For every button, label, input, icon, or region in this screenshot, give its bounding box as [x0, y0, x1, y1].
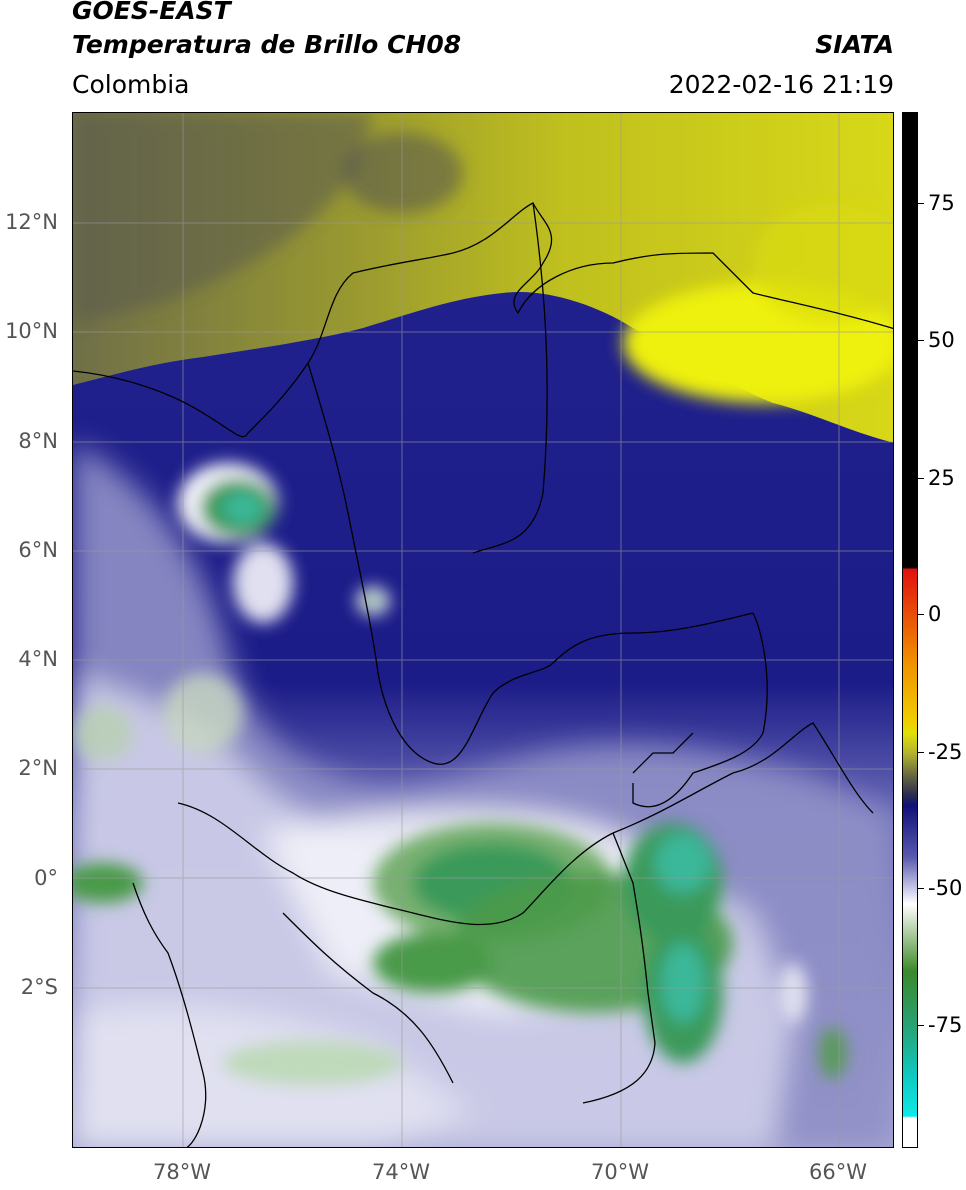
lat-label-4n: 4°N: [18, 647, 58, 671]
colorbar: [902, 112, 918, 1148]
colorbar-label-minus50: -50: [928, 876, 963, 900]
region-label: Colombia: [72, 70, 190, 99]
lat-label-6n: 6°N: [18, 538, 58, 562]
organization-label: SIATA: [815, 30, 894, 59]
colorbar-tick: [918, 888, 924, 889]
lon-label-78w: 78°W: [153, 1160, 211, 1184]
colorbar-label-50: 50: [928, 328, 955, 352]
lat-label-0: 0°: [34, 866, 58, 890]
graticule: [73, 113, 893, 1147]
datetime-label: 2022-02-16 21:19: [668, 70, 894, 99]
map-image: [73, 113, 893, 1147]
satellite-title: GOES-EAST: [72, 0, 231, 25]
colorbar-label-minus25: -25: [928, 740, 963, 764]
lat-label-12n: 12°N: [5, 210, 58, 234]
product-title: Temperatura de Brillo CH08: [72, 30, 462, 59]
colorbar-tick: [918, 1025, 924, 1026]
colorbar-tick: [918, 478, 924, 479]
lat-label-8n: 8°N: [18, 429, 58, 453]
lat-label-2s: 2°S: [20, 975, 58, 999]
colorbar-label-75: 75: [928, 191, 955, 215]
lon-label-70w: 70°W: [591, 1160, 649, 1184]
lon-label-74w: 74°W: [372, 1160, 430, 1184]
lon-label-66w: 66°W: [809, 1160, 867, 1184]
colorbar-label-minus75: -75: [928, 1013, 963, 1037]
colorbar-tick: [918, 614, 924, 615]
colorbar-label-25: 25: [928, 466, 955, 490]
colorbar-scale: [903, 113, 917, 1147]
colorbar-tick: [918, 203, 924, 204]
borders: [73, 202, 893, 1147]
lat-label-10n: 10°N: [5, 319, 58, 343]
colorbar-tick: [918, 340, 924, 341]
colorbar-label-0: 0: [928, 602, 942, 626]
colorbar-tick: [918, 752, 924, 753]
satellite-map: [72, 112, 894, 1148]
lat-label-2n: 2°N: [18, 756, 58, 780]
